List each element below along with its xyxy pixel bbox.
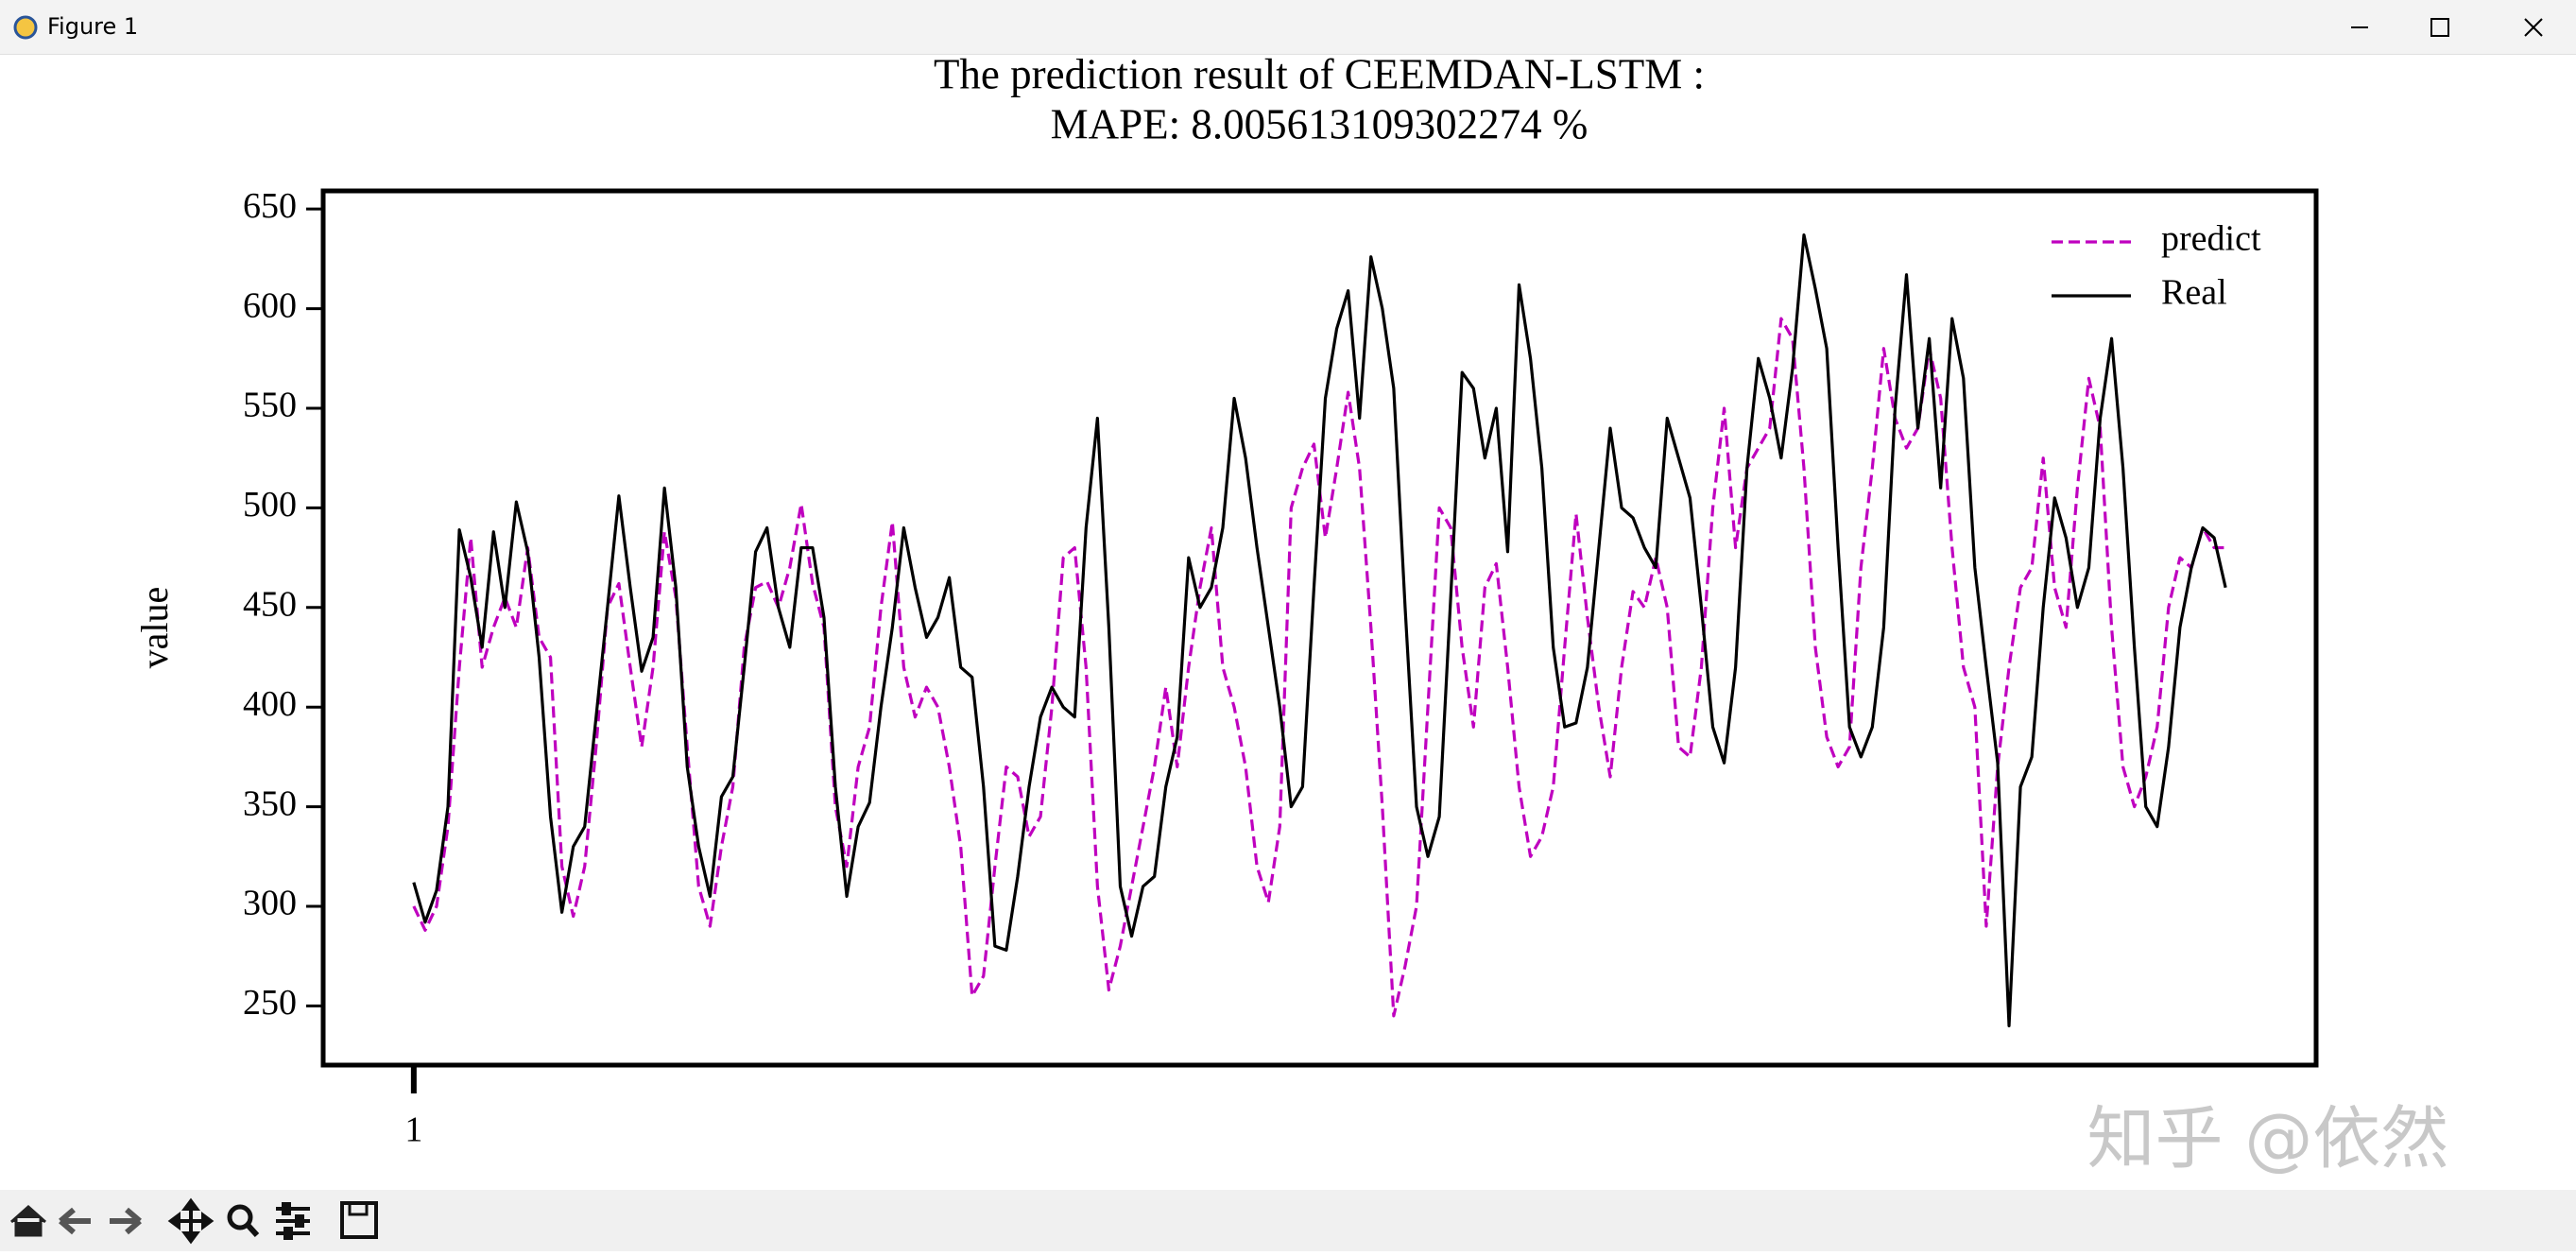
maximize-button[interactable] (2430, 18, 2449, 37)
chart-title: The prediction result of CEEMDAN-LSTM : (934, 54, 1705, 97)
toolbar (0, 1190, 2576, 1251)
y-tick-label: 250 (243, 983, 297, 1023)
configure-button[interactable] (276, 1202, 310, 1240)
toolbar-icons (10, 1197, 378, 1245)
pan-button[interactable] (167, 1197, 215, 1245)
home-button[interactable] (10, 1204, 46, 1237)
chart: The prediction result of CEEMDAN-LSTM : … (133, 54, 2449, 1179)
line-series (412, 317, 2226, 1018)
app-icon (13, 15, 38, 40)
y-tick-label: 400 (243, 684, 297, 724)
y-tick-label: 550 (243, 386, 297, 425)
legend-label: predict (2161, 219, 2261, 259)
plot-frame (320, 188, 2319, 1068)
y-tick-label: 500 (243, 485, 297, 525)
y-tick-label: 350 (243, 783, 297, 823)
zoom-button[interactable] (227, 1204, 260, 1238)
y-tick-label: 450 (243, 585, 297, 625)
line-series (412, 232, 2227, 1028)
y-tick-label: 300 (243, 884, 297, 923)
watermark: 知乎 @依然 (2087, 1099, 2449, 1179)
y-axis-label: value (133, 587, 176, 669)
y-tick-label: 600 (243, 285, 297, 325)
x-tick-label: 1 (404, 1110, 422, 1150)
close-button[interactable] (2524, 18, 2543, 37)
chart-subtitle: MAPE: 8.005613109302274 % (1051, 100, 1589, 147)
window-title: Figure 1 (47, 13, 139, 40)
legend-label: Real (2161, 273, 2227, 313)
save-button[interactable] (340, 1201, 378, 1239)
back-button[interactable] (59, 1207, 91, 1235)
forward-button[interactable] (110, 1207, 142, 1235)
title-bar: Figure 1 (0, 0, 2576, 55)
y-tick-label: 650 (243, 186, 297, 226)
window-controls (2351, 18, 2543, 37)
